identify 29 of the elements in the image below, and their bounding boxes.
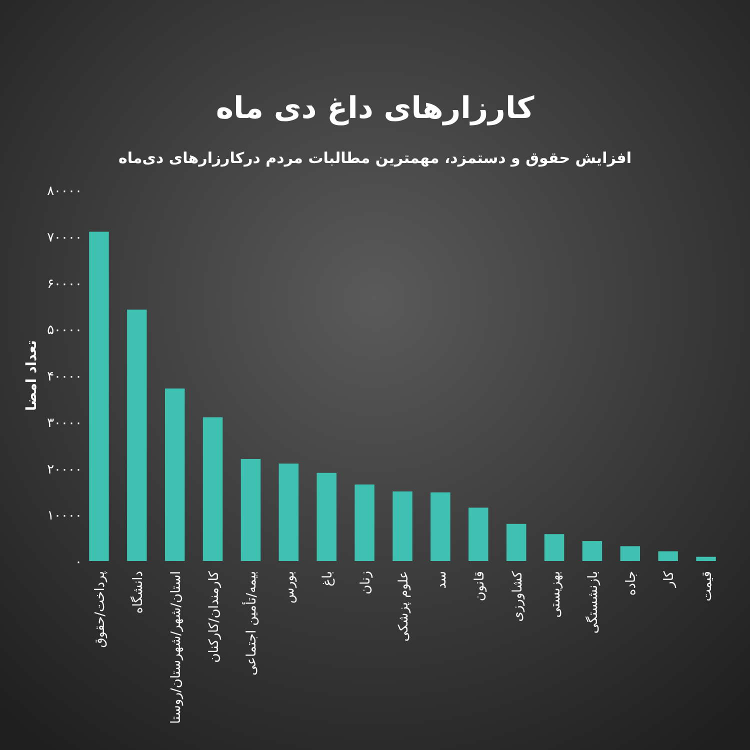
x-tick-label: جاده [624,571,640,596]
x-tick-label: قانون [472,571,488,602]
x-tick-label: باغ [320,571,336,586]
y-tick-label: ۵۰۰۰۰ [47,323,82,338]
chart-subtitle: افزایش حقوق و دستمزد، مهمترین مطالبات مردم درکارزارهای دی‌ماه [118,149,632,167]
y-tick-label: ۲۰۰۰۰ [47,462,82,478]
x-tick-label: زنان [358,571,374,594]
x-tick-label: علوم پزشکی [396,571,412,642]
x-tick-label: بهزیستی [548,571,564,618]
y-tick-label: ۸۰۰۰۰ [47,184,82,199]
y-tick-label: ۳۰۰۰۰ [47,416,82,431]
x-tick-label: کار [662,570,678,588]
y-axis-title: تعداد امضا [24,340,40,411]
x-tick-label: بازنشستگی [585,571,602,634]
y-tick-label: ۰ [75,555,82,570]
x-tick-label: بیمه/تأمین اجتماعی [242,571,260,676]
x-tick-label: استان/شهر/شهرستان/روستا [168,571,184,724]
x-tick-label: سد [434,571,450,589]
x-tick-label: کارمندان/کارکنان [206,570,222,663]
x-tick-label: کشاورزی [510,570,526,622]
y-tick-label: ۴۰۰۰۰ [47,370,82,384]
x-tick-label: بورس [282,571,298,604]
chart-title: کارزارهای داغ دی ماه [216,91,535,126]
x-tick-label: دانشگاه [130,570,146,614]
x-tick-label: قیمت [700,571,716,602]
y-tick-label: ۷۰۰۰۰ [47,230,82,246]
y-tick-label: ۶۰۰۰۰ [47,276,82,292]
y-tick-label: ۱۰۰۰۰ [47,508,82,524]
x-tick-label: پرداخت/حقوق [92,570,108,648]
